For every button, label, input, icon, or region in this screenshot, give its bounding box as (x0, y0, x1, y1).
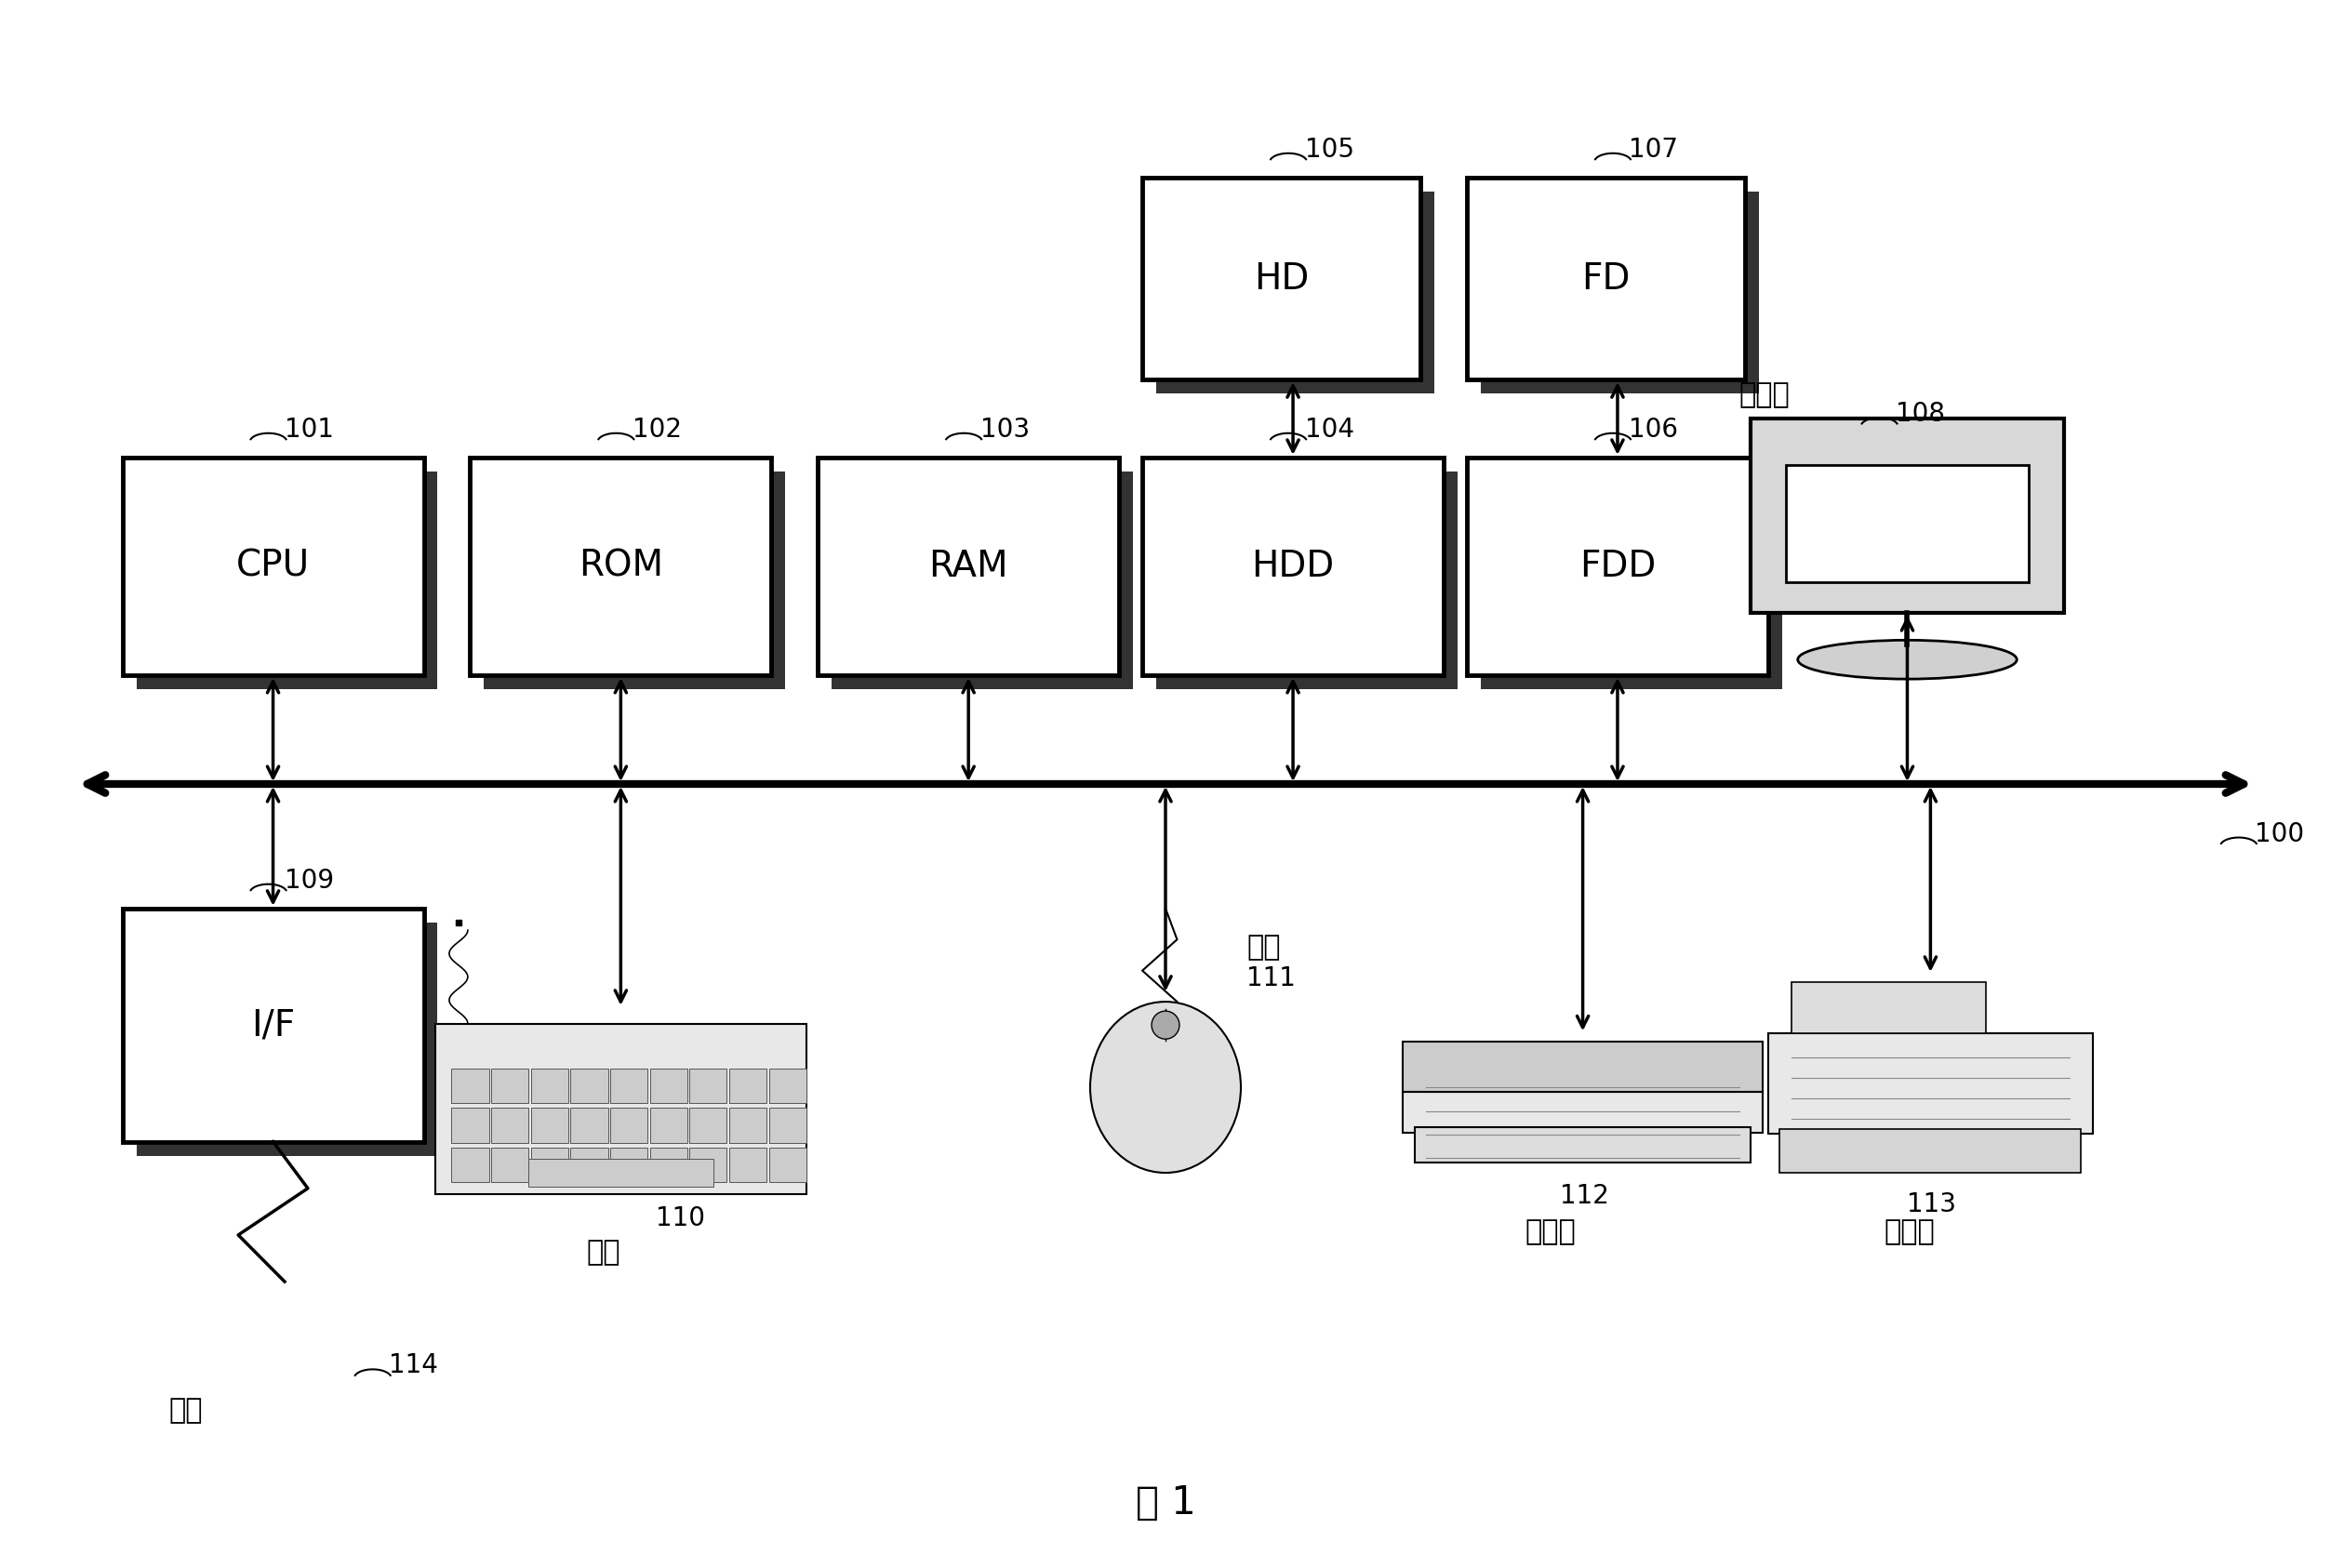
Circle shape (140, 1297, 289, 1397)
Bar (571, 1109, 608, 1143)
Text: 111: 111 (1247, 966, 1296, 991)
Text: 102: 102 (632, 417, 681, 442)
Text: FD: FD (1580, 260, 1629, 296)
Text: HDD: HDD (1252, 549, 1333, 583)
Bar (452, 1148, 490, 1182)
Bar (730, 1109, 767, 1143)
Bar (1156, 472, 1457, 690)
Bar (1403, 1091, 1762, 1132)
Bar (730, 1148, 767, 1182)
Bar (571, 1148, 608, 1182)
Bar (436, 1024, 807, 1195)
Ellipse shape (1797, 640, 2016, 679)
Bar (1786, 466, 2028, 582)
Bar (571, 1068, 608, 1104)
Bar (1142, 458, 1443, 676)
Bar (531, 1109, 569, 1143)
Text: 106: 106 (1629, 417, 1678, 442)
Text: 113: 113 (1907, 1192, 1956, 1217)
Bar (1415, 1127, 1751, 1162)
Text: CPU: CPU (235, 549, 310, 583)
Bar (769, 1148, 807, 1182)
Bar (690, 1109, 727, 1143)
Bar (135, 472, 438, 690)
Text: 图 1: 图 1 (1135, 1483, 1196, 1523)
Bar (1480, 472, 1783, 690)
Bar (832, 472, 1133, 690)
Bar (650, 1148, 688, 1182)
Text: 显示器: 显示器 (1739, 381, 1790, 409)
Bar (492, 1109, 529, 1143)
Bar (611, 1068, 648, 1104)
Text: 105: 105 (1305, 136, 1354, 163)
Text: 108: 108 (1895, 401, 1944, 426)
Bar (492, 1068, 529, 1104)
Bar (611, 1148, 648, 1182)
Text: 110: 110 (655, 1206, 704, 1231)
Text: 键盘: 键盘 (585, 1239, 620, 1265)
Bar (135, 922, 438, 1156)
Text: 107: 107 (1629, 136, 1678, 163)
Bar (1156, 191, 1434, 394)
Bar (1466, 177, 1746, 379)
Circle shape (280, 1270, 429, 1370)
Text: 鼠标: 鼠标 (1247, 933, 1280, 961)
Bar (529, 1159, 713, 1187)
Ellipse shape (1152, 1011, 1179, 1040)
Text: 112: 112 (1559, 1184, 1608, 1209)
Text: RAM: RAM (928, 549, 1009, 583)
Bar (1781, 1129, 2082, 1173)
Bar (611, 1109, 648, 1143)
Bar (690, 1148, 727, 1182)
Bar (818, 458, 1119, 676)
Circle shape (70, 1247, 291, 1396)
Bar (121, 908, 424, 1142)
Bar (1793, 982, 1986, 1033)
Bar (1751, 419, 2063, 613)
Bar (1466, 458, 1769, 676)
Text: 100: 100 (2254, 820, 2305, 847)
Text: I/F: I/F (252, 1007, 296, 1043)
Bar (769, 1109, 807, 1143)
Bar (531, 1148, 569, 1182)
Bar (1480, 191, 1760, 394)
Ellipse shape (1091, 1002, 1240, 1173)
Text: 114: 114 (389, 1353, 438, 1378)
Text: 打印机: 打印机 (1883, 1218, 1935, 1245)
Bar (531, 1068, 569, 1104)
Bar (1142, 177, 1420, 379)
Text: HD: HD (1254, 260, 1310, 296)
Text: FDD: FDD (1580, 549, 1655, 583)
Bar (485, 472, 786, 690)
Bar (1403, 1041, 1762, 1091)
Text: ROM: ROM (578, 549, 662, 583)
Bar (690, 1068, 727, 1104)
Text: 109: 109 (284, 867, 333, 894)
Bar (452, 1068, 490, 1104)
Text: 网络: 网络 (168, 1397, 203, 1424)
Bar (471, 458, 772, 676)
Text: 103: 103 (979, 417, 1030, 442)
Circle shape (221, 1297, 371, 1397)
Text: 104: 104 (1305, 417, 1354, 442)
Bar (769, 1068, 807, 1104)
Circle shape (184, 1242, 361, 1359)
Bar (730, 1068, 767, 1104)
Bar (1769, 1033, 2093, 1134)
Bar (121, 458, 424, 676)
Text: 101: 101 (284, 417, 333, 442)
Bar (492, 1148, 529, 1182)
Bar (452, 1109, 490, 1143)
Bar (650, 1068, 688, 1104)
Text: 扫描仪: 扫描仪 (1524, 1218, 1576, 1245)
Bar (650, 1109, 688, 1143)
